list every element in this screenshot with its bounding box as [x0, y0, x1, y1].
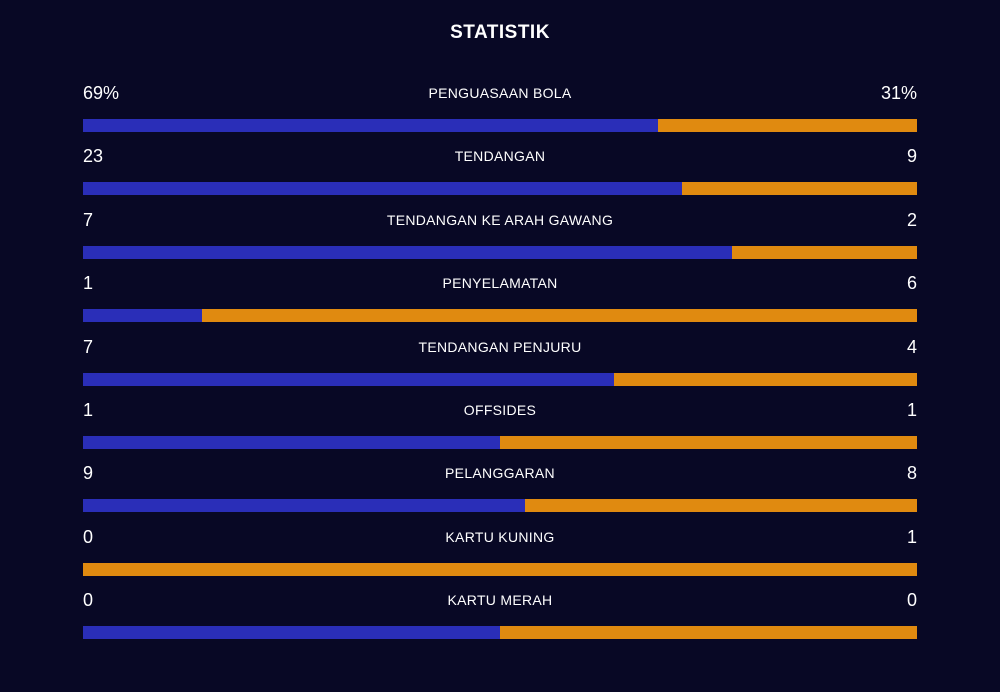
- stat-label: TENDANGAN: [454, 148, 546, 165]
- home-value: 1: [83, 399, 94, 420]
- stat-row-8: 0 KARTU KUNING 1: [83, 524, 917, 587]
- away-value: 1: [906, 399, 917, 420]
- stat-row-9: 0 KARTU MERAH 0: [83, 587, 917, 650]
- home-bar-fill: [83, 435, 500, 449]
- home-value: 23: [83, 146, 104, 167]
- stat-row-3: 7 TENDANGAN KE ARAH GAWANG 2: [83, 207, 917, 270]
- stat-row-6: 1 OFFSIDES 1: [83, 397, 917, 460]
- home-bar-fill: [83, 309, 203, 323]
- home-value: 9: [83, 463, 94, 484]
- stat-header: 0 KARTU KUNING 1: [83, 524, 917, 560]
- stat-header: 23 TENDANGAN 9: [83, 143, 917, 179]
- home-bar-fill: [83, 372, 614, 386]
- comparison-bar: [83, 626, 917, 640]
- away-value: 6: [906, 273, 917, 294]
- away-value: 0: [906, 590, 917, 611]
- comparison-bar: [83, 562, 917, 576]
- home-value: 7: [83, 336, 94, 357]
- comparison-bar: [83, 182, 917, 196]
- stat-header: 7 TENDANGAN PENJURU 4: [83, 334, 917, 370]
- home-value: 69%: [83, 83, 120, 103]
- home-bar-fill: [83, 499, 525, 513]
- stat-header: 1 OFFSIDES 1: [83, 397, 917, 433]
- stat-row-2: 23 TENDANGAN 9: [83, 143, 917, 206]
- away-value: 4: [906, 336, 917, 357]
- away-value: 9: [906, 146, 917, 167]
- home-bar-fill: [83, 245, 732, 259]
- stat-label: OFFSIDES: [463, 401, 537, 418]
- home-value: 0: [83, 590, 94, 611]
- stat-label: KARTU MERAH: [447, 592, 553, 609]
- comparison-bar: [83, 245, 917, 259]
- away-value: 2: [906, 209, 917, 230]
- away-value: 1: [906, 526, 917, 547]
- stat-label: PELANGGARAN: [445, 465, 555, 482]
- comparison-bar: [83, 309, 917, 323]
- stat-header: 7 TENDANGAN KE ARAH GAWANG 2: [83, 207, 917, 243]
- stat-row-5: 7 TENDANGAN PENJURU 4: [83, 334, 917, 397]
- stat-label: TENDANGAN KE ARAH GAWANG: [386, 211, 614, 228]
- comparison-bar: [83, 372, 917, 386]
- home-value: 1: [83, 273, 94, 294]
- away-value: 31%: [880, 83, 917, 103]
- stat-label: KARTU KUNING: [445, 528, 555, 545]
- comparison-bar: [83, 499, 917, 513]
- stat-header: 9 PELANGGARAN 8: [83, 460, 917, 496]
- stat-header: 1 PENYELAMATAN 6: [83, 270, 917, 306]
- home-bar-fill: [83, 626, 500, 640]
- stat-row-4: 1 PENYELAMATAN 6: [83, 270, 917, 333]
- stat-row-7: 9 PELANGGARAN 8: [83, 460, 917, 523]
- comparison-bar: [83, 435, 917, 449]
- stat-label: TENDANGAN PENJURU: [418, 338, 582, 355]
- stats-list: 69% PENGUASAAN BOLA 31% 23 TENDANGAN 9 7…: [83, 80, 917, 651]
- stat-header: 0 KARTU MERAH 0: [83, 587, 917, 623]
- home-bar-fill: [83, 182, 683, 196]
- comparison-bar: [83, 119, 917, 132]
- stat-label: PENGUASAAN BOLA: [428, 85, 572, 101]
- stat-row-1: 69% PENGUASAAN BOLA 31%: [83, 80, 917, 143]
- home-value: 0: [83, 526, 94, 547]
- home-bar-fill: [83, 119, 659, 132]
- home-value: 7: [83, 209, 94, 230]
- stat-label: PENYELAMATAN: [442, 275, 558, 292]
- stats-title: STATISTIK: [450, 22, 550, 43]
- stat-header: 69% PENGUASAAN BOLA 31%: [83, 80, 917, 116]
- away-value: 8: [906, 463, 917, 484]
